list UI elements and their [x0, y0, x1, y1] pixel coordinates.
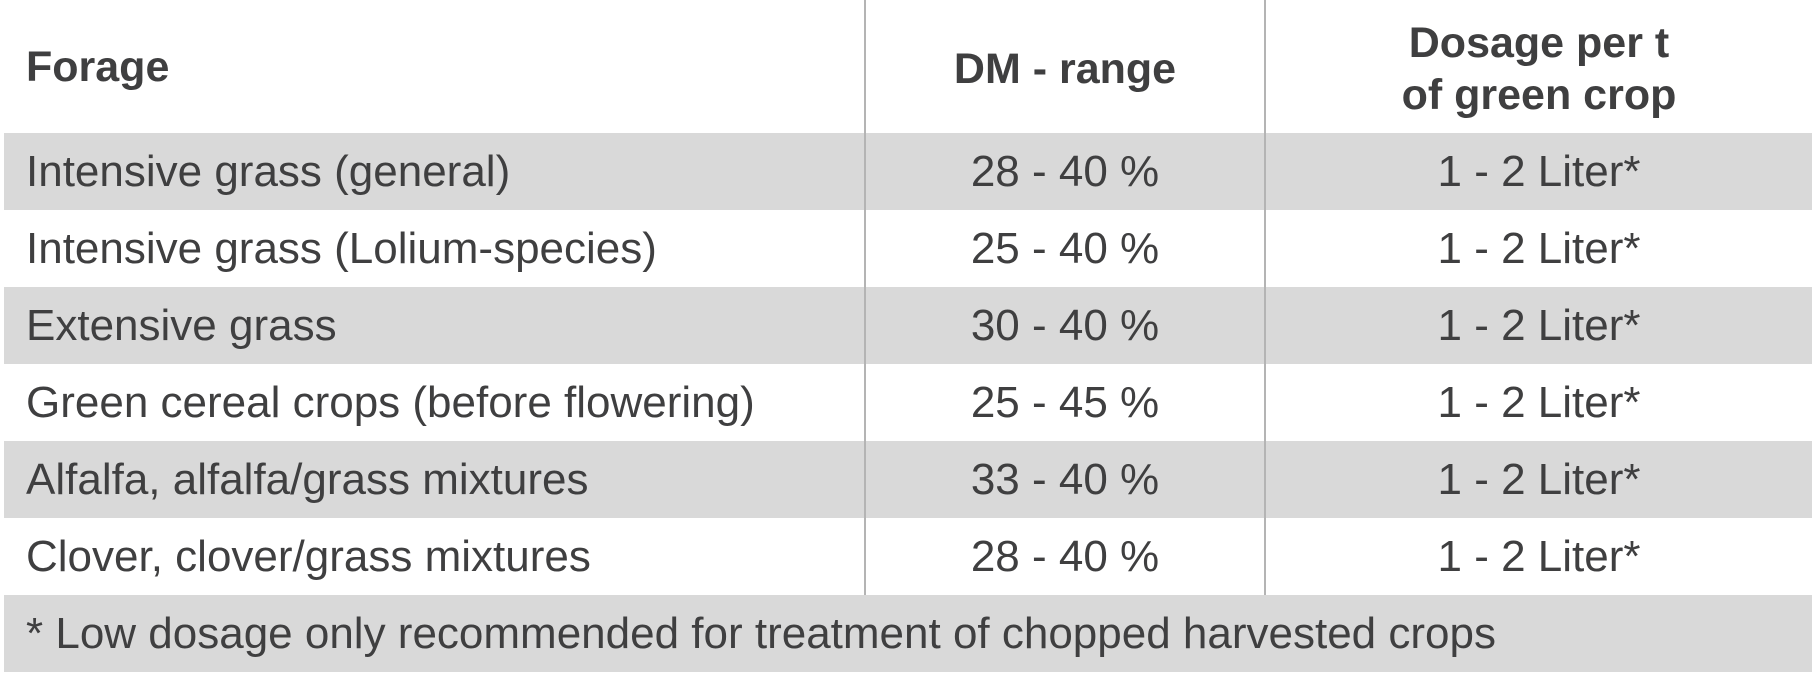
dm-range-cell: 28 - 40 %: [866, 133, 1266, 210]
dm-range-cell: 28 - 40 %: [866, 518, 1266, 595]
table-row: Intensive grass (Lolium-species) 25 - 40…: [4, 210, 1812, 287]
dm-range-cell: 25 - 45 %: [866, 364, 1266, 441]
dosage-cell: 1 - 2 Liter*: [1437, 300, 1641, 350]
dm-range-cell: 30 - 40 %: [866, 287, 1266, 364]
header-dosage: Dosage per t of green crop: [1266, 0, 1812, 133]
table-row: Clover, clover/grass mixtures 28 - 40 % …: [4, 518, 1812, 595]
dm-range-cell: 25 - 40 %: [866, 210, 1266, 287]
table-row: Extensive grass 30 - 40 % 1 - 2 Liter*: [4, 287, 1812, 364]
header-dm-range: DM - range: [866, 0, 1266, 133]
forage-cell: Intensive grass (general): [4, 133, 866, 210]
dosage-cell: 1 - 2 Liter*: [1437, 146, 1641, 196]
header-dosage-line2: of green crop: [1401, 70, 1677, 119]
dosage-cell: 1 - 2 Liter*: [1437, 531, 1641, 581]
table-footnote: * Low dosage only recommended for treatm…: [4, 595, 1812, 672]
dosage-cell: 1 - 2 Liter*: [1437, 377, 1641, 427]
dosage-cell: 1 - 2 Liter*: [1437, 454, 1641, 504]
table-header-row: Forage DM - range Dosage per t of green …: [4, 0, 1812, 133]
forage-cell: Clover, clover/grass mixtures: [4, 518, 866, 595]
table-row: Green cereal crops (before flowering) 25…: [4, 364, 1812, 441]
dosage-table: Forage DM - range Dosage per t of green …: [4, 0, 1812, 672]
table-row: Alfalfa, alfalfa/grass mixtures 33 - 40 …: [4, 441, 1812, 518]
forage-cell: Intensive grass (Lolium-species): [4, 210, 866, 287]
dosage-cell: 1 - 2 Liter*: [1437, 223, 1641, 273]
header-forage: Forage: [4, 0, 866, 133]
table-row: Intensive grass (general) 28 - 40 % 1 - …: [4, 133, 1812, 210]
forage-cell: Alfalfa, alfalfa/grass mixtures: [4, 441, 866, 518]
forage-cell: Green cereal crops (before flowering): [4, 364, 866, 441]
dm-range-cell: 33 - 40 %: [866, 441, 1266, 518]
header-dosage-line1: Dosage per t: [1408, 18, 1670, 67]
forage-cell: Extensive grass: [4, 287, 866, 364]
